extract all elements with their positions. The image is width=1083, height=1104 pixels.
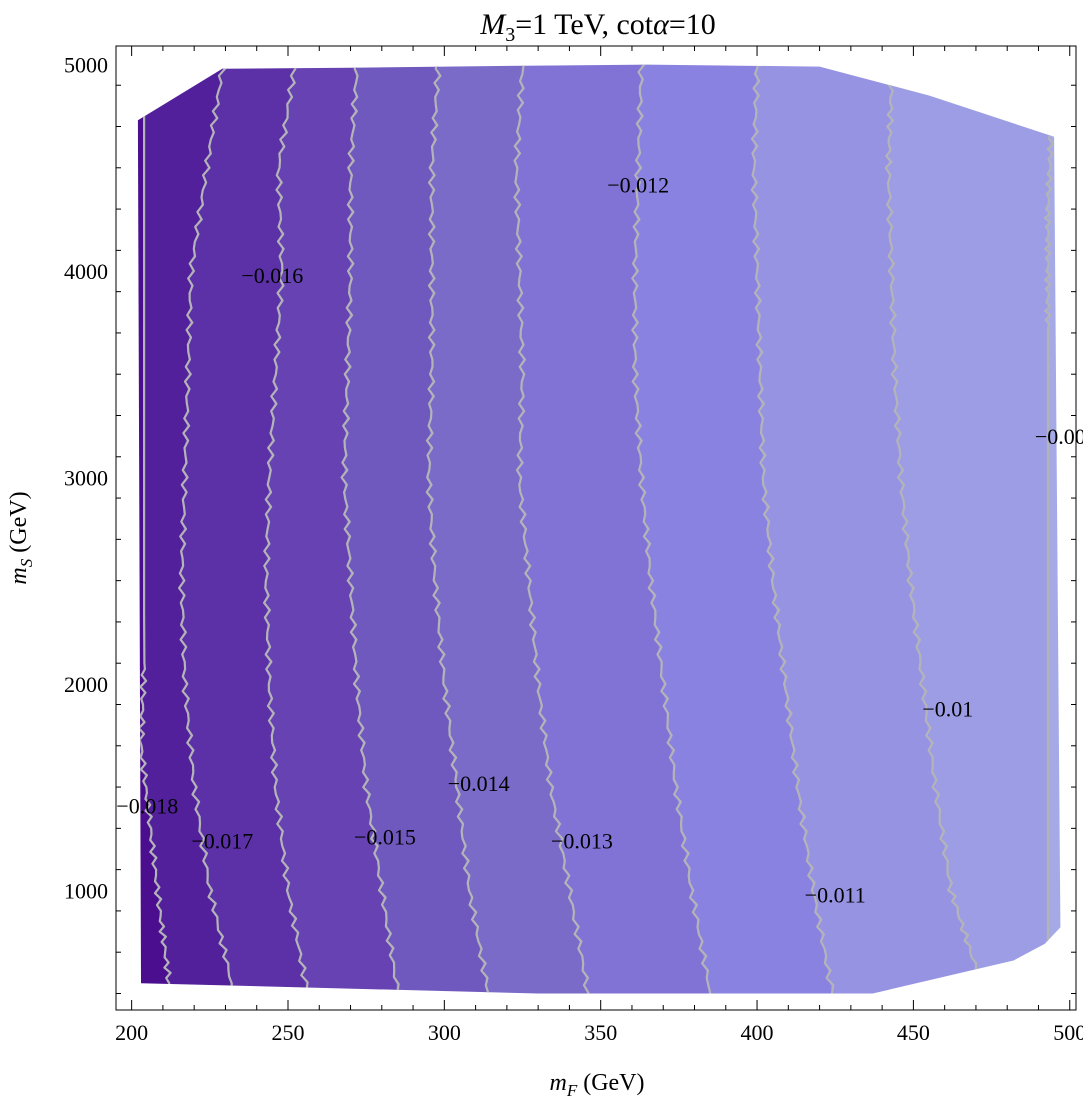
x-tick-label: 400 xyxy=(741,1020,774,1045)
contour-line xyxy=(263,64,309,994)
y-tick-label: 1000 xyxy=(64,878,108,903)
contour-line xyxy=(178,64,233,994)
contour-line xyxy=(750,64,835,994)
y-tick-label: 3000 xyxy=(64,465,108,490)
contour-label: −0.011 xyxy=(805,882,866,907)
y-tick-label: 5000 xyxy=(64,53,108,78)
axis-ticks xyxy=(116,46,1076,1010)
contour-line xyxy=(884,64,978,994)
contour-line xyxy=(425,64,490,994)
x-tick-label: 200 xyxy=(115,1020,148,1045)
contour-label: −0.016 xyxy=(241,263,303,288)
contour-label: −0.013 xyxy=(551,829,613,854)
y-tick-label: 2000 xyxy=(64,672,108,697)
contour-label: −0.018 xyxy=(116,794,178,819)
plot-frame xyxy=(115,45,1077,1011)
contour-label: −0.01 xyxy=(922,697,973,722)
contour-label: −0.017 xyxy=(191,829,253,854)
x-tick-label: 300 xyxy=(428,1020,461,1045)
contour-line xyxy=(631,64,712,994)
y-axis-label: mS (GeV) xyxy=(6,491,36,584)
contour-labels: −0.018 −0.017 −0.016 −0.015 −0.014 −0.013 −0.0… xyxy=(116,172,1083,907)
contour-label: −0.015 xyxy=(354,825,416,850)
color-band xyxy=(1047,64,1061,994)
contour-label: −0.014 xyxy=(448,771,510,796)
x-tick-label: 350 xyxy=(584,1020,617,1045)
x-tick-label: 250 xyxy=(271,1020,304,1045)
y-tick-label: 4000 xyxy=(64,259,108,284)
chart-title: M3=1 TeV, cotα=10 xyxy=(479,8,716,46)
x-axis-label: mF (GeV) xyxy=(549,1070,644,1100)
contour-line xyxy=(340,64,400,994)
x-tick-label: 500 xyxy=(1053,1020,1083,1045)
plot-area xyxy=(137,64,1061,994)
contour-line xyxy=(137,64,172,994)
tick-labels: 200 250 300 350 400 450 500 1000 2000 3000 4000 500… xyxy=(64,53,1083,1045)
contour-line xyxy=(513,64,590,994)
x-tick-label: 450 xyxy=(897,1020,930,1045)
contour-label: −0.012 xyxy=(607,172,669,197)
contour-label: −0.00 xyxy=(1035,424,1083,449)
